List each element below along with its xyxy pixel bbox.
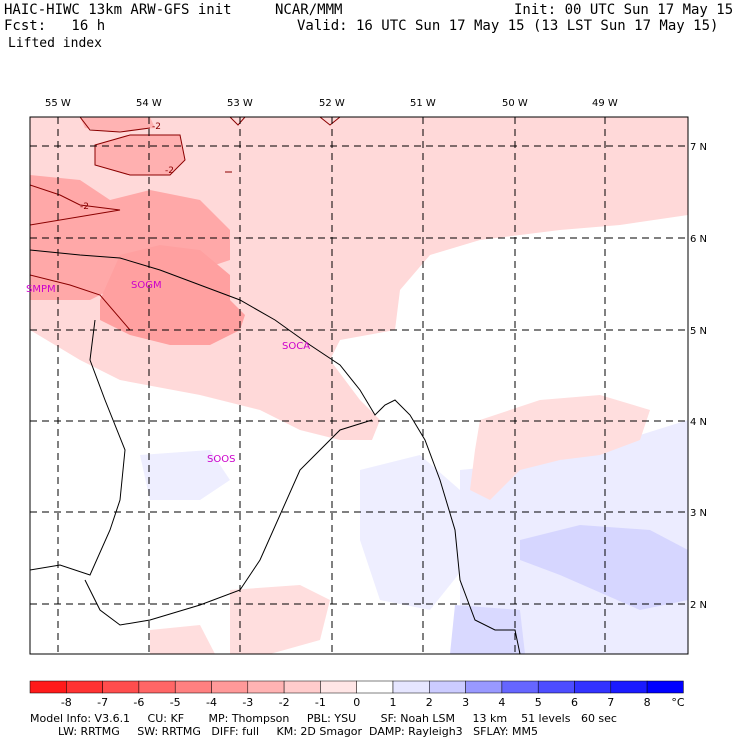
colorbar-tick-label: -3 — [242, 696, 254, 709]
contour-label: -2 — [152, 122, 161, 132]
colorbar-swatch — [646, 680, 684, 694]
colorbar-swatch — [102, 680, 140, 694]
colorbar-swatch — [501, 680, 539, 694]
colorbar-swatch — [320, 680, 357, 694]
lon-label: 51 W — [410, 98, 436, 109]
lat-label: 5 N — [690, 326, 707, 337]
colorbar-swatch — [29, 680, 67, 694]
colorbar-swatch — [211, 680, 249, 694]
station-label: SMPM — [26, 284, 56, 295]
colorbar-tick-label: -8 — [60, 696, 72, 709]
colorbar-tick-label: -2 — [278, 696, 290, 709]
colorbar-swatch — [356, 680, 394, 694]
lat-lon-grid — [30, 117, 688, 654]
colorbar-swatch — [66, 680, 103, 694]
org-label: NCAR/MMM — [275, 2, 343, 18]
colorbar-swatch — [283, 680, 321, 694]
lat-label: 7 N — [690, 142, 707, 153]
colorbar-swatch — [247, 680, 285, 694]
colorbar-tick-label: -1 — [314, 696, 326, 709]
lon-label: 50 W — [502, 98, 528, 109]
forecast-hour: Fcst: 16 h — [4, 18, 106, 34]
lon-label: 52 W — [319, 98, 345, 109]
map-frame — [29, 116, 689, 655]
station-label: SOCA — [282, 341, 310, 352]
contour-label: -2 — [80, 202, 89, 212]
colorbar-swatch — [537, 680, 575, 694]
lat-label: 3 N — [690, 508, 707, 519]
model-title: HAIC-HIWC 13km ARW-GFS init — [4, 2, 232, 18]
colorbar-swatch — [465, 680, 503, 694]
colorbar-tick-label: -4 — [206, 696, 217, 709]
station-label: SOGM — [131, 280, 162, 291]
colorbar-tick-label: 3 — [462, 696, 470, 709]
contour-label: -2 — [165, 166, 174, 176]
contour-lines — [30, 117, 341, 331]
colorbar-swatch — [429, 680, 466, 694]
colorbar-tick-label: 0 — [353, 696, 361, 709]
colorbar-tick-label: -6 — [133, 696, 145, 709]
lon-label: 49 W — [592, 98, 618, 109]
colorbar-tick-label: 6 — [571, 696, 578, 709]
colorbar-tick-label: -7 — [97, 696, 109, 709]
lat-label: 6 N — [690, 234, 707, 245]
colorbar-tick-label: -5 — [169, 696, 181, 709]
colorbar-tick-label: 2 — [425, 696, 433, 709]
colorbar-swatch — [610, 680, 648, 694]
colorbar-tick-label: 7 — [607, 696, 615, 709]
station-label: SOOS — [207, 454, 235, 465]
colorbar-swatch — [392, 680, 430, 694]
model-info-line1: Model Info: V3.6.1 CU: KF MP: Thompson P… — [30, 712, 617, 725]
colorbar-swatch — [174, 680, 212, 694]
colorbar-unit: °C — [671, 696, 685, 709]
colorbar-tick-label: 1 — [389, 696, 397, 709]
lon-label: 54 W — [136, 98, 162, 109]
colorbar-tick-label: 4 — [498, 696, 506, 709]
lat-label: 2 N — [690, 600, 707, 611]
valid-time: Valid: 16 UTC Sun 17 May 15 (13 LST Sun … — [297, 18, 719, 34]
init-time: Init: 00 UTC Sun 17 May 15 — [514, 2, 734, 18]
model-info-line2: LW: RRTMG SW: RRTMG DIFF: full KM: 2D Sm… — [30, 725, 538, 738]
colorbar-swatch — [138, 680, 176, 694]
lat-label: 4 N — [690, 417, 707, 428]
lon-label: 55 W — [45, 98, 71, 109]
lon-label: 53 W — [227, 98, 253, 109]
shaded-field — [30, 117, 688, 654]
field-name: Lifted index — [8, 36, 102, 51]
colorbar — [29, 680, 684, 694]
coastline-borders — [30, 249, 521, 654]
colorbar-tick-label: 8 — [643, 696, 651, 709]
colorbar-swatch — [574, 680, 612, 694]
colorbar-tick-label: 5 — [534, 696, 542, 709]
